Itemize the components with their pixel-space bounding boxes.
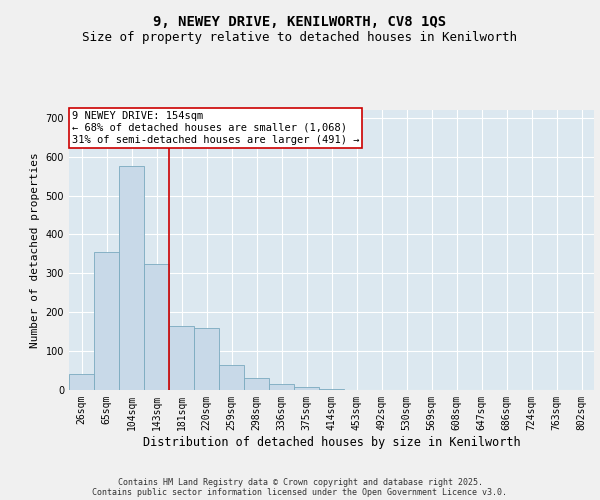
X-axis label: Distribution of detached houses by size in Kenilworth: Distribution of detached houses by size … (143, 436, 520, 448)
Text: Contains HM Land Registry data © Crown copyright and database right 2025.
Contai: Contains HM Land Registry data © Crown c… (92, 478, 508, 497)
Text: 9, NEWEY DRIVE, KENILWORTH, CV8 1QS: 9, NEWEY DRIVE, KENILWORTH, CV8 1QS (154, 16, 446, 30)
Bar (169, 326, 194, 390)
Bar (319, 389, 344, 390)
Bar (219, 364, 244, 390)
Bar (94, 252, 119, 390)
Text: Size of property relative to detached houses in Kenilworth: Size of property relative to detached ho… (83, 31, 517, 44)
Bar (69, 374, 94, 390)
Bar (144, 264, 169, 390)
Bar (119, 166, 144, 390)
Text: 9 NEWEY DRIVE: 154sqm
← 68% of detached houses are smaller (1,068)
31% of semi-d: 9 NEWEY DRIVE: 154sqm ← 68% of detached … (71, 112, 359, 144)
Bar (294, 387, 319, 390)
Bar (269, 384, 294, 390)
Bar (244, 378, 269, 390)
Y-axis label: Number of detached properties: Number of detached properties (30, 152, 40, 348)
Bar (194, 328, 219, 390)
